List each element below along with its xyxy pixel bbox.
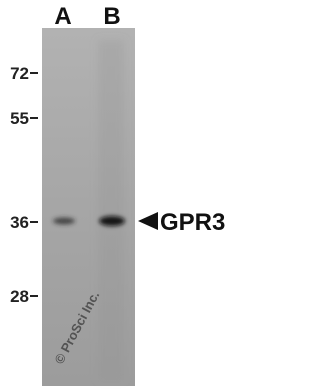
lane-label: B [103, 3, 120, 30]
lane-smear [98, 40, 124, 380]
marker-label: 55 [10, 109, 29, 128]
band-a [53, 217, 75, 225]
marker-label: 72 [10, 64, 29, 83]
marker-label: 28 [10, 287, 29, 306]
marker-label: 36 [10, 213, 29, 232]
page: {"lanes": ["A", "B"], "markers": ["72", … [10, 3, 226, 386]
arrow [138, 212, 158, 230]
lane-label: A [54, 3, 71, 30]
target-label: GPR3 [160, 209, 225, 236]
band-b [99, 216, 125, 226]
